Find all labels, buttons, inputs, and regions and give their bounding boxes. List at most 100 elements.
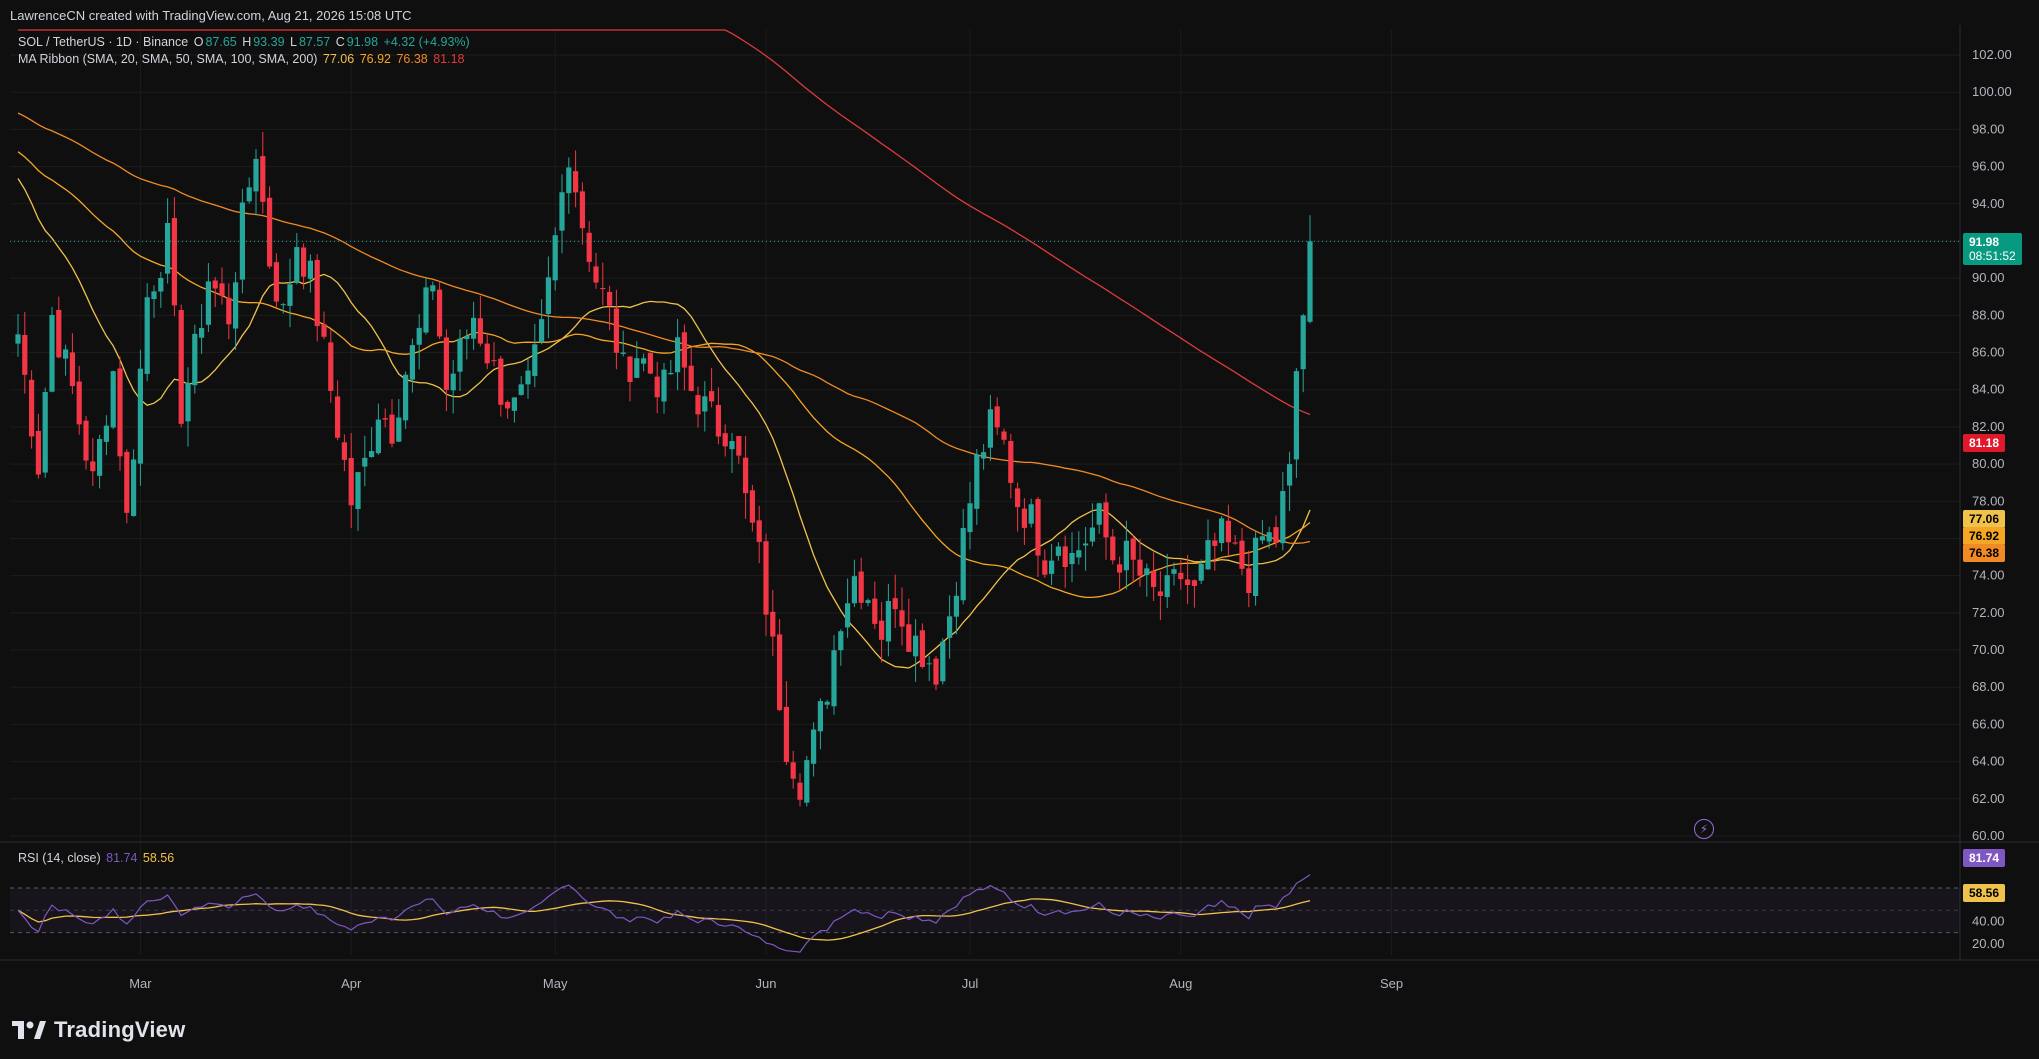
candle-up [1287,464,1293,486]
candle-up [960,527,966,601]
candle-down [1001,431,1007,440]
price-tick-label: 72.00 [1972,605,2005,620]
candle-down [797,782,803,800]
candle-down [1157,591,1163,596]
candle-up [375,419,381,454]
candle-down [1225,520,1231,543]
candle-up [205,281,211,325]
candle-up [817,701,823,732]
candle-down [1178,572,1184,580]
candle-down [124,451,130,513]
chart-credit: LawrenceCN created with TradingView.com,… [10,8,412,23]
candle-up [15,334,21,344]
tradingview-logo[interactable]: TradingView [12,1017,185,1043]
candle-down [1246,568,1252,594]
candle-up [369,451,375,458]
candle-down [743,457,749,494]
candle-down [69,352,75,387]
candle-down [892,598,898,610]
candle-down [267,197,273,267]
candle-up [1055,546,1061,556]
candle-down [178,310,184,424]
candle-up [511,397,517,411]
candle-up [430,285,436,292]
candle-up [450,373,456,391]
symbol-legend[interactable]: SOL / TetherUS · 1D · Binance O 87.65 H 93… [18,35,472,49]
candle-down [906,624,912,652]
candle-up [811,729,817,764]
candle-up [396,417,402,442]
candle-up [103,425,109,442]
candle-up [702,396,708,412]
bar-countdown: 08:51:52 [1969,249,2016,263]
candle-down [328,342,334,391]
rsi-label: RSI (14, close) [18,851,101,865]
price-tick-label: 60.00 [1972,828,2005,843]
price-tick-label: 80.00 [1972,456,2005,471]
ma-ribbon-legend[interactable]: MA Ribbon (SMA, 20, SMA, 50, SMA, 100, S… [18,52,467,66]
candle-down [607,291,613,306]
candle-up [1089,527,1095,542]
candle-down [1117,564,1123,573]
candle-down [219,283,225,296]
candle-up [1280,491,1286,544]
candle-up [131,459,137,516]
candle-up [885,600,891,642]
candle-up [287,284,293,306]
rsi-ma-value: 58.56 [142,851,175,865]
candle-down [858,571,864,603]
rsi-legend[interactable]: RSI (14, close) 81.74 58.56 [18,851,176,865]
candle-down [314,259,320,327]
lightning-icon[interactable]: ⚡ [1694,819,1714,839]
candle-up [518,384,524,395]
candle-down [783,706,789,762]
month-tick-label: Jul [962,976,979,991]
month-tick-label: Sep [1380,976,1403,991]
candle-down [756,520,762,542]
candle-down [1239,540,1245,569]
candle-up [144,297,150,374]
candle-down [933,658,939,685]
candle-down [301,247,307,277]
candle-up [634,358,640,378]
candle-up [280,304,286,306]
candle-down [35,430,41,475]
ma200-line [18,29,1311,416]
candle-up [42,392,48,473]
candle-up [831,650,837,707]
candle-down [341,442,347,460]
candle-down [29,379,35,437]
low-label: L [290,35,297,49]
candle-down [681,332,687,368]
candle-down [348,457,354,506]
ma100-line [17,112,1311,544]
candle-down [722,433,728,447]
candle-up [1307,241,1313,322]
candle-up [559,192,565,231]
candle-down [777,634,783,711]
candle-down [477,318,483,344]
candle-down [260,156,266,202]
high-label: H [242,35,252,49]
candle-up [539,319,545,343]
price-tick-label: 62.00 [1972,791,2005,806]
month-tick-label: Apr [341,976,362,991]
candle-up [137,368,143,464]
candle-up [110,371,116,428]
candle-up [641,358,647,364]
candle-down [1008,440,1014,483]
candle-up [409,345,415,380]
candle-up [403,374,409,421]
price-tick-label: 66.00 [1972,716,2005,731]
price-tick-label: 84.00 [1972,382,2005,397]
candle-down [335,396,341,438]
last-price-tag: 91.98 08:51:52 [1963,233,2022,265]
candle-down [1232,542,1238,544]
candle-down [994,406,1000,428]
ma50-value: 76.92 [359,52,391,66]
candle-down [695,395,701,415]
candle-down [763,541,769,615]
candle-down [212,280,218,289]
candle-up [987,409,993,448]
